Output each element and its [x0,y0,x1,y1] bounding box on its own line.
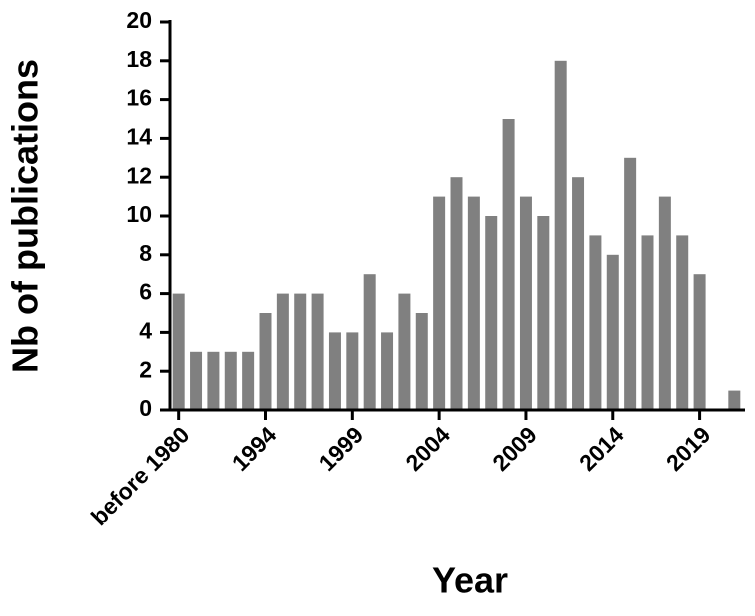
bar [641,235,654,410]
x-tick-label: 1994 [227,421,282,476]
x-axis-title: Year [432,560,508,601]
bar [294,293,307,410]
bar [485,216,498,410]
bar [572,177,585,410]
bar [381,332,394,410]
y-tick-label: 6 [139,279,152,305]
x-tick-label: 2004 [400,421,455,476]
x-tick-label: before 1980 [86,421,195,530]
bar [728,390,741,410]
bar [467,196,480,410]
bar [676,235,689,410]
y-tick-label: 12 [126,162,152,188]
bar [363,274,376,410]
bar [658,196,671,410]
y-axis-title: Nb of publications [5,59,46,373]
bar [398,293,411,410]
bar [606,254,619,410]
y-tick-label: 8 [139,240,152,266]
x-tick-label: 2019 [661,421,716,476]
bar [224,351,237,410]
bar [242,351,255,410]
bar [537,216,550,410]
bar [433,196,446,410]
y-tick-label: 18 [126,46,152,72]
bar [554,60,567,411]
bar [519,196,532,410]
bar [415,313,428,410]
bar [190,351,203,410]
x-tick-label: 1999 [314,421,369,476]
bar [259,313,272,410]
bar [172,293,185,410]
bar [311,293,324,410]
y-tick-label: 4 [139,317,152,343]
bar [207,351,220,410]
y-tick-label: 20 [126,7,152,33]
bar [624,157,637,410]
y-tick-label: 0 [139,395,152,421]
y-tick-label: 10 [126,201,152,227]
bar [450,177,463,410]
x-tick-label: 2014 [574,421,629,476]
bar [693,274,706,410]
bar [328,332,341,410]
x-tick-label: 2009 [487,421,542,476]
y-tick-label: 2 [139,356,152,382]
y-tick-label: 16 [126,85,152,111]
bar [502,119,515,410]
bar [276,293,289,410]
bar [589,235,602,410]
y-tick-label: 14 [126,123,152,149]
bar [346,332,359,410]
